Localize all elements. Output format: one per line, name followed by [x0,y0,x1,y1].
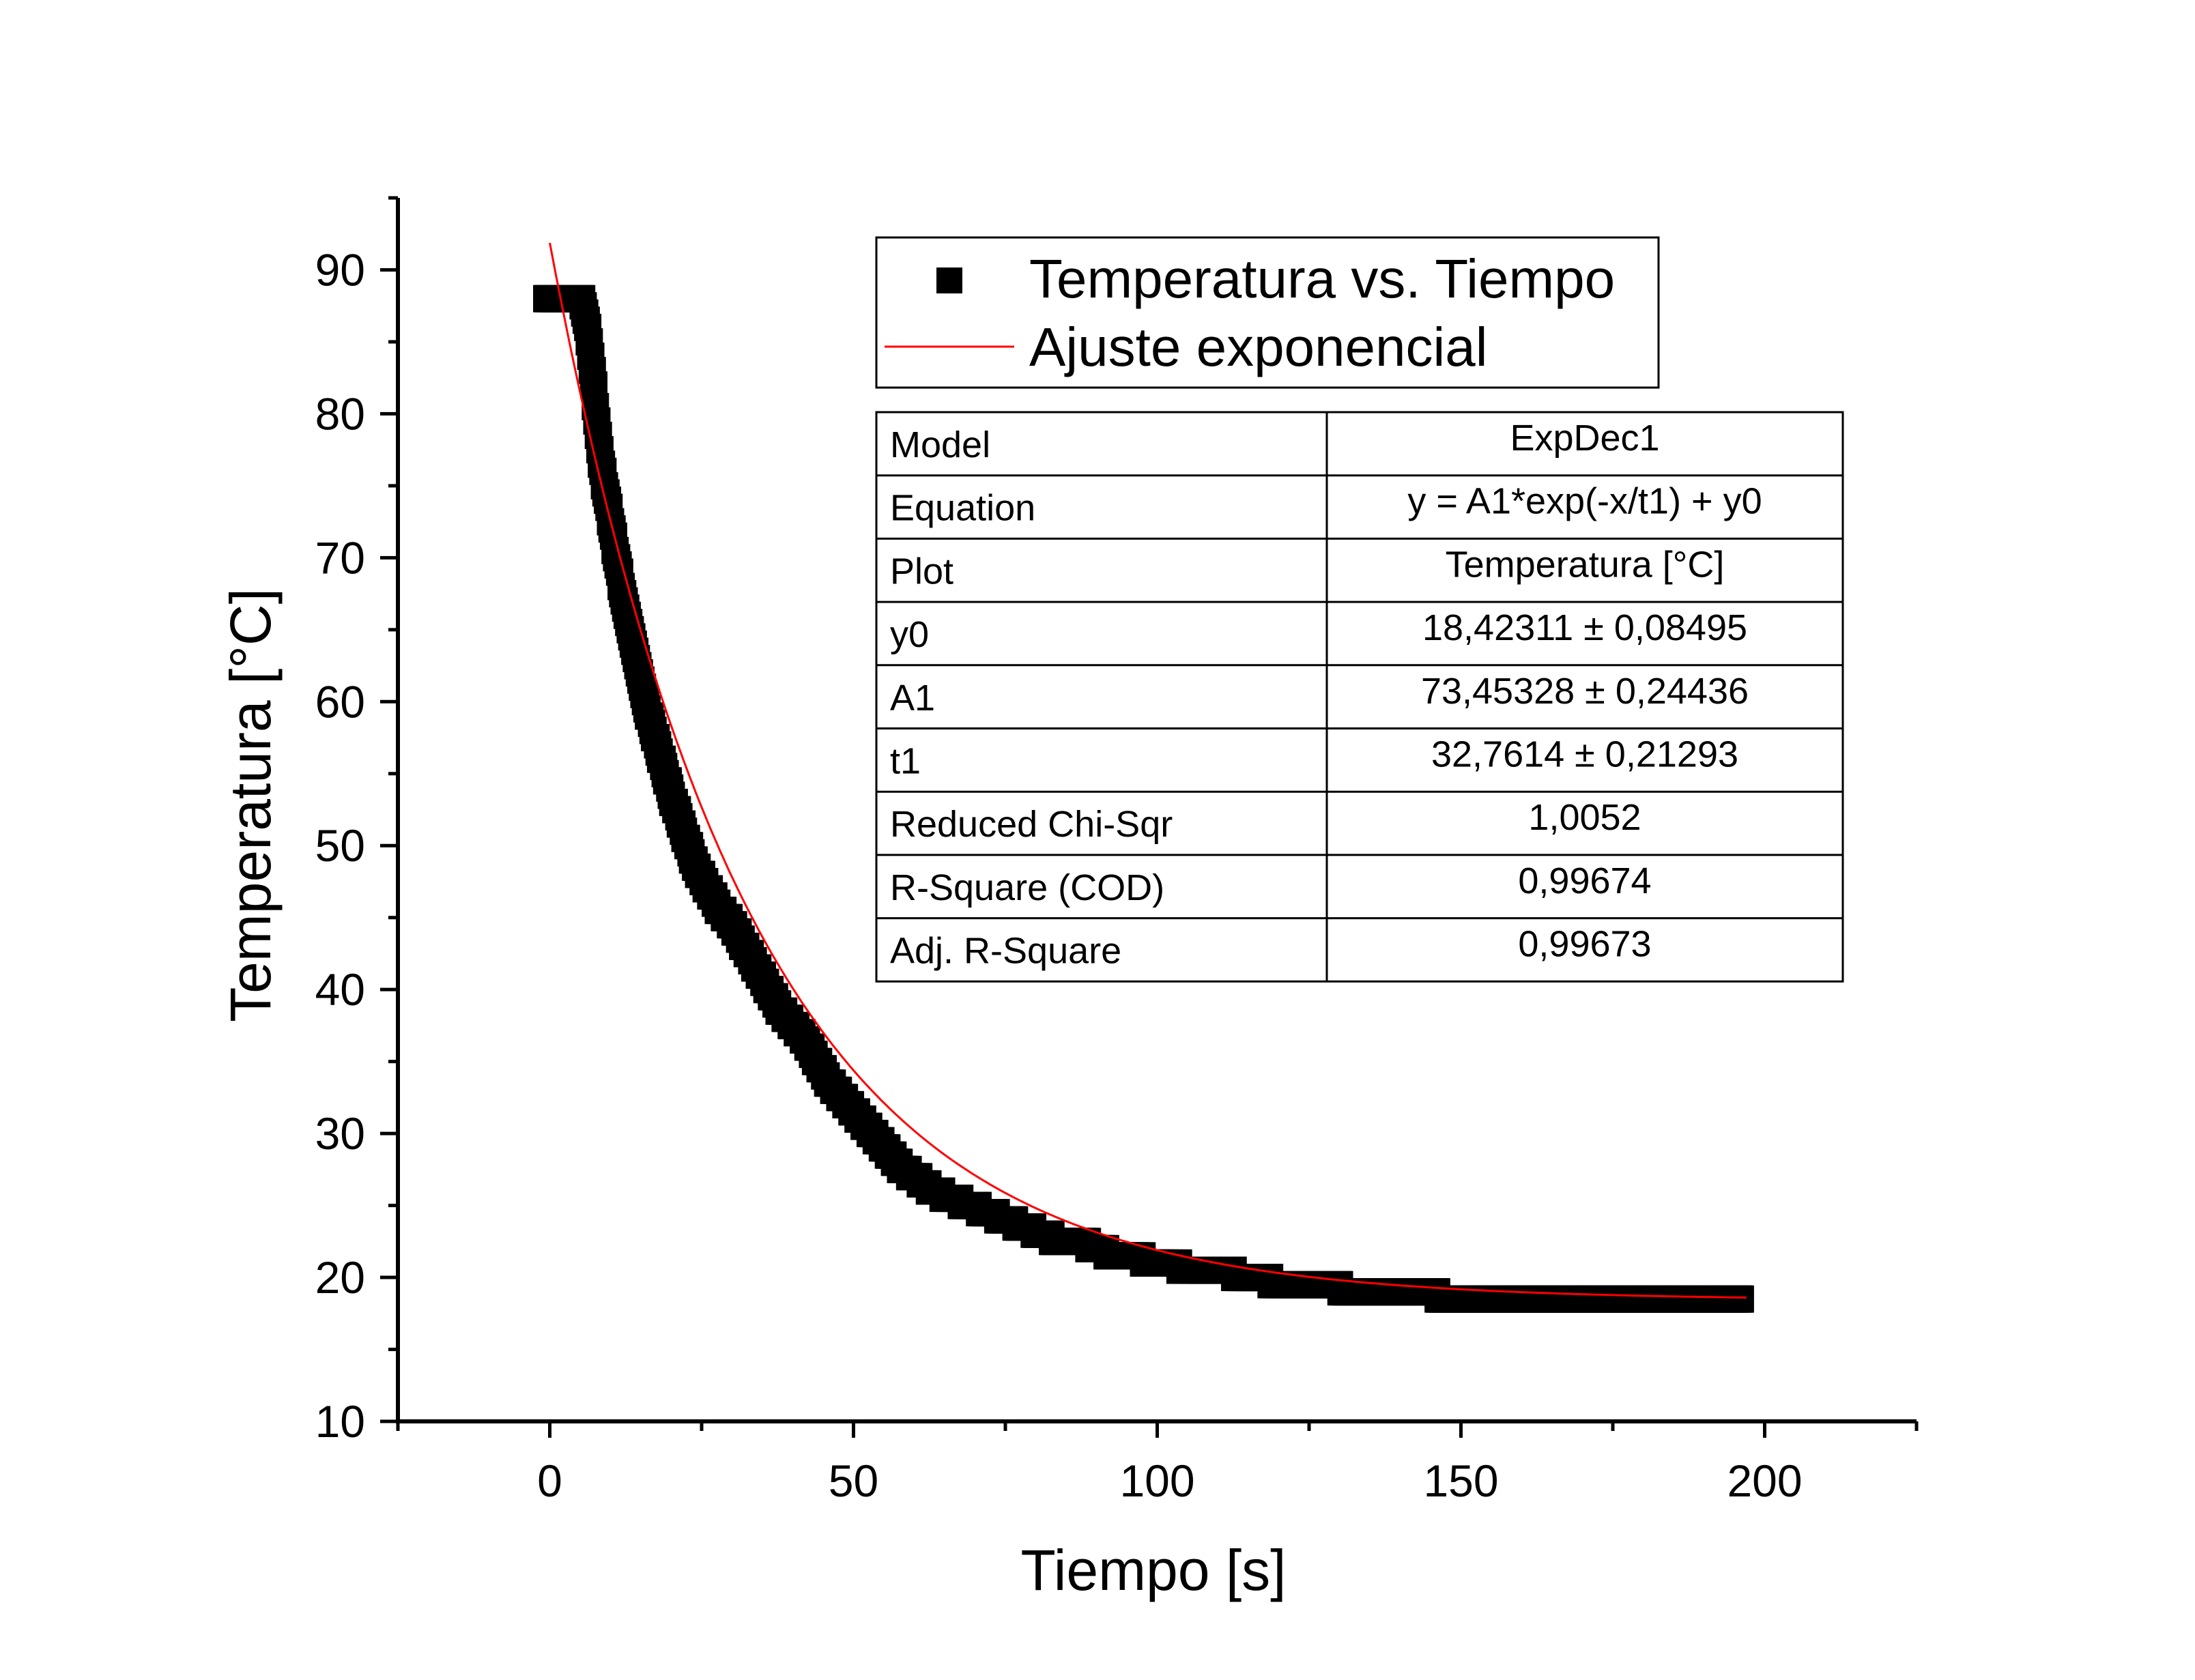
y-tick-label: 80 [315,388,365,439]
table-row-label: Equation [890,488,1035,529]
table-row-label: R-Square (COD) [890,867,1164,908]
scatter-series [533,285,1754,1313]
y-tick-label: 40 [315,964,365,1015]
legend: Temperatura vs. Tiempo Ajuste exponencia… [875,236,1660,389]
table-row-value: 18,42311 ± 0,08495 [1422,607,1747,648]
x-tick-label: 50 [829,1455,878,1506]
table-row-value: Temperatura [°C] [1446,544,1725,585]
table-row-value: y = A1*exp(-x/t1) + y0 [1407,481,1762,522]
table-row-label: Model [890,424,990,465]
legend-scatter-marker [936,267,962,293]
table-row-label: t1 [890,741,921,782]
x-tick-label: 150 [1423,1455,1498,1506]
table-border [875,411,1844,983]
x-axis-title: Tiempo [s] [1021,1538,1287,1602]
scatter-point [1726,1285,1754,1313]
fit-line [549,242,1747,1299]
y-tick-label: 60 [315,676,365,727]
y-tick-label: 90 [315,244,365,295]
table-row-label: Adj. R-Square [890,931,1121,972]
table-row-value: 73,45328 ± 0,24436 [1421,671,1749,712]
y-tick-label: 10 [315,1396,365,1447]
legend-label-fit: Ajuste exponencial [1029,317,1488,377]
table-row-label: Plot [890,551,953,592]
x-ticks: 0 50 100 150 200 [396,1421,1919,1506]
y-tick-label: 20 [315,1252,365,1303]
table-row-value: 0,99674 [1518,860,1651,901]
x-tick-label: 200 [1727,1455,1802,1506]
legend-box [875,236,1660,389]
y-tick-label: 50 [315,820,365,871]
x-tick-label: 100 [1119,1455,1194,1506]
table-row-label: Reduced Chi-Sqr [890,804,1173,845]
fit-results-table: Model ExpDec1 Equation y = A1*exp(-x/t1) + … [875,411,1844,983]
table-row-label: A1 [890,678,935,719]
table-row-value: 32,7614 ± 0,21293 [1431,734,1738,775]
y-ticks: 10 20 30 40 50 60 70 80 90 [315,196,398,1447]
legend-label-scatter: Temperatura vs. Tiempo [1029,248,1615,309]
y-tick-label: 70 [315,532,365,583]
y-axis-title: Temperatura [°C] [218,588,283,1022]
table-row-label: y0 [890,614,929,655]
table-row-value: ExpDec1 [1510,418,1659,459]
table-row-value: 0,99673 [1518,924,1651,965]
table-row-value: 1,0052 [1528,797,1641,838]
x-tick-label: 0 [537,1455,562,1506]
y-tick-label: 30 [315,1108,365,1159]
